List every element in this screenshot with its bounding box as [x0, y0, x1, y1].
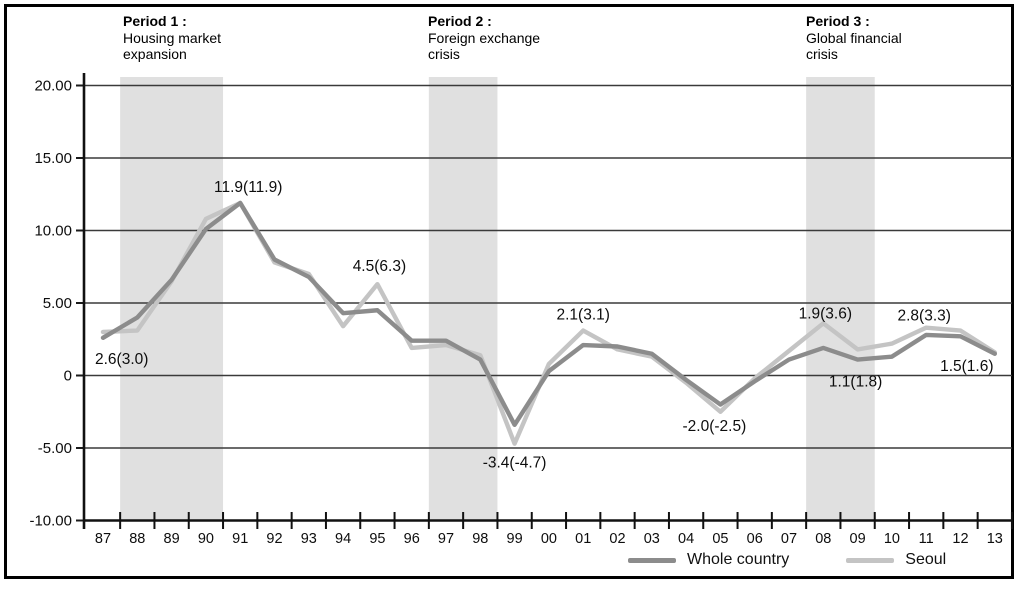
- x-tick-label: 05: [712, 531, 728, 547]
- whole-country-line-swatch: [628, 557, 676, 563]
- period3-annotation: Period 3 : Global financial crisis: [806, 13, 902, 63]
- data-label: 2.1(3.1): [556, 307, 609, 324]
- period1-line1: Housing market: [123, 29, 222, 46]
- data-label: -3.4(-4.7): [483, 455, 547, 472]
- x-tick-label: 00: [541, 531, 557, 547]
- legend-item-whole-country: Whole country: [628, 551, 789, 569]
- x-tick-label: 11: [919, 531, 934, 547]
- x-tick-label: 03: [644, 531, 660, 547]
- x-tick-label: 91: [232, 531, 248, 547]
- x-tick-label: 02: [609, 531, 625, 547]
- y-tick-label: 0: [64, 368, 72, 385]
- series-line-whole-country: [100, 200, 997, 427]
- x-tick-label: 90: [198, 531, 214, 547]
- data-label: 1.9(3.6): [799, 305, 852, 322]
- x-tick-label: 01: [575, 531, 591, 547]
- y-tick-label: 10.00: [34, 223, 72, 240]
- x-tick-label: 87: [95, 531, 111, 547]
- shaded-band: [120, 77, 224, 521]
- period2-line1: Foreign exchange: [428, 29, 541, 46]
- chart-legend: Whole country Seoul: [628, 551, 946, 569]
- shaded-band: [806, 77, 875, 521]
- data-label: 2.8(3.3): [897, 308, 950, 325]
- period1-title: Period 1 :: [123, 13, 187, 29]
- x-tick-label: 94: [335, 531, 351, 547]
- period1-line2: expansion: [123, 46, 187, 62]
- x-tick-label: 04: [678, 531, 694, 547]
- data-label: 1.5(1.6): [940, 358, 993, 375]
- y-tick-label: 5.00: [43, 295, 72, 312]
- x-tick-label: 98: [472, 531, 488, 547]
- data-label: 1.1(1.8): [829, 374, 882, 391]
- y-tick-label: -5.00: [38, 440, 72, 457]
- x-tick-label: 09: [850, 531, 866, 547]
- period2-title: Period 2 :: [428, 13, 492, 29]
- x-tick-label: 96: [404, 531, 420, 547]
- x-tick-label: 06: [747, 531, 763, 547]
- x-tick-label: 97: [438, 531, 454, 547]
- x-tick-label: 93: [301, 531, 317, 547]
- shaded-band: [428, 77, 498, 521]
- x-tick-label: 10: [884, 531, 900, 547]
- period2-line2: crisis: [428, 46, 460, 62]
- legend-item-seoul: Seoul: [846, 551, 946, 569]
- x-tick-label: 08: [815, 531, 831, 547]
- x-tick-label: 92: [266, 531, 282, 547]
- y-tick-label: 20.00: [34, 78, 72, 95]
- x-tick-label: 12: [952, 531, 968, 547]
- x-tick-label: 99: [507, 531, 523, 547]
- x-tick-label: 89: [164, 531, 180, 547]
- period3-line1: Global financial: [806, 29, 902, 46]
- period3-title: Period 3 :: [806, 13, 870, 29]
- y-tick-label: -10.00: [29, 513, 72, 530]
- figure-border: [4, 4, 1014, 579]
- data-label: 2.6(3.0): [95, 351, 148, 368]
- y-tick-label: 15.00: [34, 150, 72, 167]
- data-label: 11.9(11.9): [214, 179, 282, 196]
- legend-label-seoul: Seoul: [905, 551, 947, 568]
- x-tick-label: 07: [781, 531, 797, 547]
- x-tick-label: 13: [987, 531, 1003, 547]
- period2-annotation: Period 2 : Foreign exchange crisis: [428, 13, 540, 63]
- data-label: 4.5(6.3): [353, 258, 406, 275]
- seoul-line-swatch: [846, 557, 895, 563]
- legend-label-whole-country: Whole country: [687, 551, 790, 568]
- x-tick-label: 88: [129, 531, 145, 547]
- period1-annotation: Period 1 : Housing market expansion: [123, 13, 221, 63]
- period3-line2: crisis: [806, 46, 838, 62]
- x-tick-label: 95: [369, 531, 385, 547]
- data-label: -2.0(-2.5): [683, 418, 747, 435]
